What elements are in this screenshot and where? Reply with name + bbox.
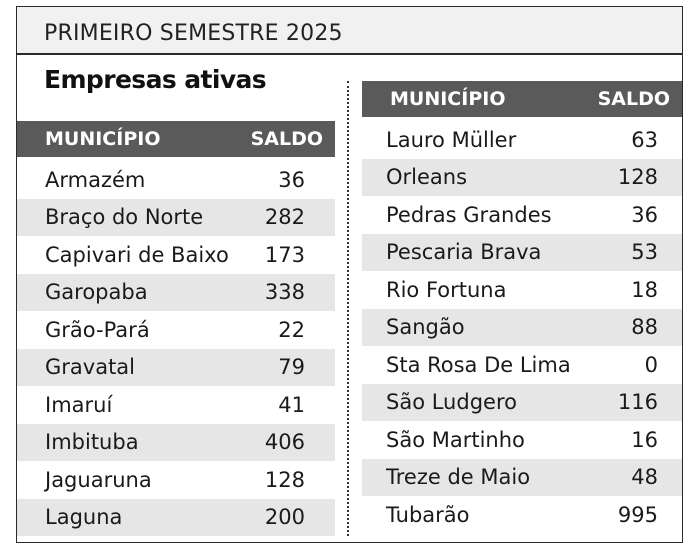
municipio-cell: Gravatal (45, 355, 136, 380)
saldo-cell: 406 (264, 430, 305, 455)
semester-label: PRIMEIRO SEMESTRE 2025 (44, 21, 343, 46)
saldo-cell: 48 (631, 465, 658, 490)
table-row: Capivari de Baixo 173 (17, 236, 335, 274)
table-row: Grão-Pará 22 (17, 311, 335, 349)
municipio-cell: Pescaria Brava (386, 240, 542, 265)
saldo-cell: 79 (278, 355, 305, 380)
municipio-cell: São Martinho (386, 427, 525, 452)
municipio-cell: Rio Fortuna (386, 277, 507, 302)
municipio-cell: Garopaba (45, 280, 148, 305)
municipio-cell: Treze de Maio (386, 465, 531, 490)
saldo-cell: 0 (644, 352, 658, 377)
saldo-cell: 173 (264, 242, 305, 267)
header-municipio: MUNICÍPIO (45, 128, 161, 150)
table-row: Sangão 88 (362, 308, 682, 346)
saldo-cell: 88 (631, 315, 658, 340)
right-table: MUNICÍPIO SALDO Lauro Müller 63 Orleans 128… (362, 81, 682, 534)
table-row: São Ludgero 116 (362, 383, 682, 421)
municipio-cell: Imbituba (45, 430, 139, 455)
saldo-cell: 116 (617, 390, 658, 415)
table-row: Imbituba 406 (17, 423, 335, 461)
table-row: Rio Fortuna 18 (362, 271, 682, 309)
saldo-cell: 338 (264, 280, 305, 305)
saldo-cell: 282 (264, 205, 305, 230)
municipio-cell: São Ludgero (386, 390, 517, 415)
table-row: Laguna 200 (17, 498, 335, 536)
municipio-cell: Capivari de Baixo (45, 242, 229, 267)
municipio-cell: Braço do Norte (45, 205, 204, 230)
page-title: Empresas ativas (44, 65, 267, 94)
left-table: MUNICÍPIO SALDO Armazém 36 Braço do Norte 2… (17, 121, 335, 536)
left-table-body: Armazém 36 Braço do Norte 282 Capivari de Ba… (17, 161, 335, 536)
table-row: Pescaria Brava 53 (362, 233, 682, 271)
municipio-cell: Grão-Pará (45, 317, 150, 342)
table-row: Gravatal 79 (17, 348, 335, 386)
municipio-cell: Imaruí (45, 392, 113, 417)
saldo-cell: 63 (631, 127, 658, 152)
saldo-cell: 128 (617, 165, 658, 190)
table-row: Tubarão 995 (362, 496, 682, 534)
municipio-cell: Laguna (45, 505, 123, 530)
header-band: PRIMEIRO SEMESTRE 2025 (17, 7, 682, 55)
saldo-cell: 41 (278, 392, 305, 417)
saldo-cell: 53 (631, 240, 658, 265)
municipio-cell: Lauro Müller (386, 127, 517, 152)
saldo-cell: 36 (631, 202, 658, 227)
table-row: Lauro Müller 63 (362, 121, 682, 159)
saldo-cell: 36 (278, 167, 305, 192)
saldo-cell: 18 (631, 277, 658, 302)
table-row: Orleans 128 (362, 158, 682, 196)
header-saldo: SALDO (597, 88, 670, 110)
municipio-cell: Tubarão (386, 502, 470, 527)
right-table-header: MUNICÍPIO SALDO (362, 81, 682, 117)
table-row: Garopaba 338 (17, 273, 335, 311)
saldo-cell: 200 (264, 505, 305, 530)
right-table-body: Lauro Müller 63 Orleans 128 Pedras Grandes 36… (362, 121, 682, 534)
municipio-cell: Sta Rosa De Lima (386, 352, 571, 377)
saldo-cell: 16 (631, 427, 658, 452)
infographic-frame: PRIMEIRO SEMESTRE 2025 Empresas ativas M… (16, 6, 683, 543)
saldo-cell: 128 (264, 467, 305, 492)
saldo-cell: 22 (278, 317, 305, 342)
table-row: Braço do Norte 282 (17, 198, 335, 236)
table-row: Armazém 36 (17, 161, 335, 199)
municipio-cell: Armazém (45, 167, 146, 192)
table-row: Pedras Grandes 36 (362, 196, 682, 234)
table-row: São Martinho 16 (362, 421, 682, 459)
left-table-header: MUNICÍPIO SALDO (17, 121, 335, 157)
municipio-cell: Sangão (386, 315, 465, 340)
table-row: Treze de Maio 48 (362, 458, 682, 496)
header-saldo: SALDO (250, 128, 323, 150)
column-divider (347, 81, 349, 536)
header-municipio: MUNICÍPIO (390, 88, 506, 110)
municipio-cell: Jaguaruna (45, 467, 152, 492)
saldo-cell: 995 (617, 502, 658, 527)
table-row: Imaruí 41 (17, 386, 335, 424)
table-row: Jaguaruna 128 (17, 461, 335, 499)
municipio-cell: Pedras Grandes (386, 202, 552, 227)
table-row: Sta Rosa De Lima 0 (362, 346, 682, 384)
municipio-cell: Orleans (386, 165, 468, 190)
